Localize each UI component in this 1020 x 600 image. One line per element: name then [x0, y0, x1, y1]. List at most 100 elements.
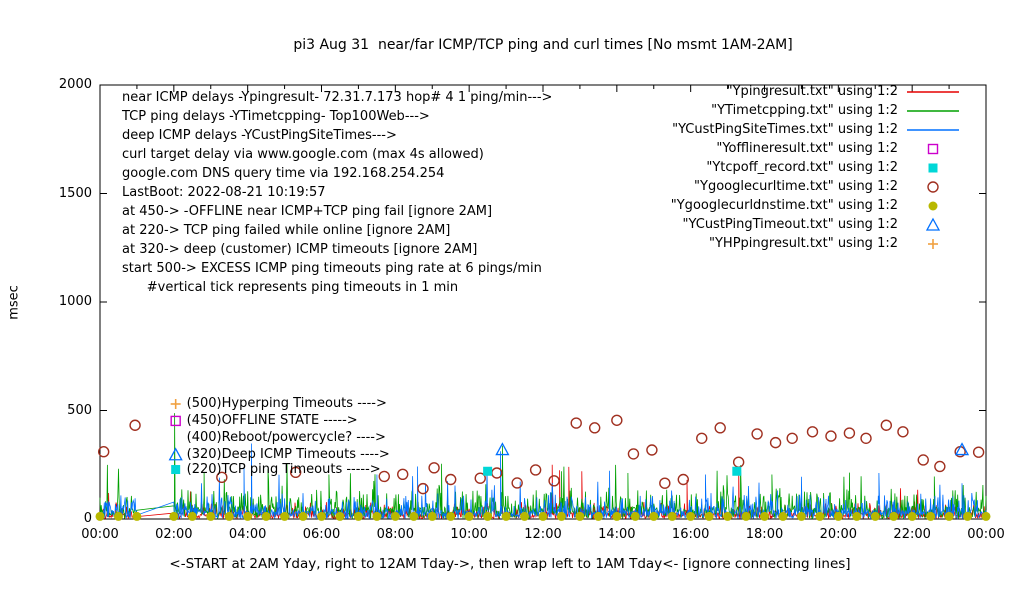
- filled-circle-marker: [169, 511, 179, 521]
- filled-circle-marker: [206, 511, 216, 521]
- open-circle-marker: [570, 417, 582, 429]
- filled-circle-marker: [928, 201, 938, 210]
- open-circle-marker: [548, 475, 560, 487]
- legend-sample-open-square: [904, 140, 962, 158]
- filled-circle-marker: [483, 511, 493, 521]
- legend-item: "Ygooglecurltime.txt" using 1:2: [582, 177, 962, 196]
- open-square-marker: [170, 415, 181, 427]
- filled-circle-marker: [593, 511, 603, 521]
- chart-title: pi3 Aug 31 near/far ICMP/TCP ping and cu…: [293, 37, 793, 53]
- filled-circle-marker: [667, 511, 677, 521]
- filled-circle-marker: [649, 511, 659, 521]
- open-circle-marker: [934, 460, 946, 473]
- open-circle-marker: [751, 428, 763, 440]
- filled-circle-marker: [243, 511, 253, 521]
- annotation-line: curl target delay via www.google.com (ma…: [122, 147, 484, 162]
- filled-circle-marker: [317, 511, 326, 521]
- open-circle-marker: [786, 432, 798, 444]
- open-circle-marker: [216, 471, 228, 484]
- filled-circle-marker: [926, 511, 936, 521]
- annotation-line: google.com DNS query time via 192.168.25…: [122, 166, 445, 181]
- filled-circle-marker: [298, 511, 308, 521]
- open-circle-marker: [714, 422, 726, 434]
- open-circle-marker: [97, 446, 110, 458]
- filled-circle-marker: [409, 511, 419, 521]
- open-triangle-marker: [168, 447, 183, 461]
- filled-circle-marker: [778, 511, 788, 521]
- open-circle-marker: [972, 446, 985, 458]
- legend-sample-line: [904, 121, 962, 139]
- open-circle-marker: [732, 456, 745, 468]
- legend-label: "YHPpingresult.txt" using 1:2: [709, 236, 898, 251]
- filled-circle-marker: [335, 511, 345, 521]
- legend-item: "YCustPingSiteTimes.txt" using 1:2: [582, 120, 962, 139]
- legend-label: "Ygooglecurldnstime.txt" using 1:2: [670, 198, 898, 213]
- open-triangle-marker: [954, 442, 970, 456]
- filled-circle-marker: [833, 511, 843, 521]
- filled-square-marker: [928, 163, 938, 172]
- open-circle-marker: [646, 444, 658, 456]
- filled-square-marker: [732, 466, 742, 476]
- filled-circle-marker: [280, 511, 290, 521]
- filled-circle-marker: [113, 511, 123, 521]
- filled-circle-marker: [353, 511, 363, 521]
- filled-circle-marker: [630, 511, 640, 521]
- annotation-line: start 500-> EXCESS ICMP ping timeouts pi…: [122, 261, 542, 276]
- legend: "Ypingresult.txt" using 1:2 "YTimetcpping…: [582, 82, 962, 253]
- filled-circle-marker: [261, 511, 271, 521]
- filled-circle-marker: [556, 511, 566, 521]
- legend-label: "YTimetcpping.txt" using 1:2: [711, 103, 898, 118]
- filled-circle-marker: [907, 511, 917, 521]
- y-tick-labels: 0 500 1000 1500 2000: [0, 0, 92, 600]
- legend-item: "Ytcpoff_record.txt" using 1:2: [582, 158, 962, 177]
- open-circle-marker: [611, 414, 623, 426]
- open-circle-marker: [511, 477, 523, 489]
- annotation-line: deep ICMP delays -YCustPingSiteTimes--->: [122, 128, 397, 143]
- open-circle-marker: [917, 454, 929, 466]
- open-circle-marker: [696, 432, 708, 444]
- open-circle-marker: [588, 422, 601, 434]
- open-circle-marker: [843, 427, 856, 439]
- filled-circle-marker: [390, 511, 400, 521]
- annotation-line: at 450-> -OFFLINE near ICMP+TCP ping fai…: [122, 204, 493, 219]
- open-circle-marker: [474, 472, 486, 484]
- legend-item: "YHPpingresult.txt" using 1:2: [582, 234, 962, 253]
- legend-item: "Ygooglecurldnstime.txt" using 1:2: [582, 196, 962, 215]
- filled-circle-marker: [741, 511, 751, 521]
- filled-circle-marker: [815, 511, 825, 521]
- y-tick-label: 1500: [58, 185, 92, 201]
- legend-sample-filled-circle: [904, 197, 962, 215]
- legend-label: "Ygooglecurltime.txt" using 1:2: [694, 179, 898, 194]
- legend-item: "Ypingresult.txt" using 1:2: [582, 82, 962, 101]
- x-axis-label: <-START at 2AM Yday, right to 12AM Tday-…: [169, 556, 851, 572]
- legend-label: "YCustPingSiteTimes.txt" using 1:2: [672, 122, 898, 137]
- open-circle-marker: [445, 473, 457, 486]
- legend-sample-open-circle: [904, 178, 962, 196]
- open-circle-marker: [397, 468, 409, 480]
- open-circle-marker: [289, 466, 302, 479]
- open-circle-marker: [428, 462, 440, 474]
- filled-circle-marker: [575, 511, 585, 521]
- annotation-line: at 320-> deep (customer) ICMP timeouts […: [122, 242, 478, 257]
- y-tick-label: 500: [67, 402, 92, 418]
- filled-circle-marker: [187, 511, 197, 521]
- legend-item: "YCustPingTimeout.txt" using 1:2: [582, 215, 962, 234]
- open-circle-marker: [627, 448, 640, 460]
- filled-circle-marker: [95, 511, 105, 521]
- open-circle-marker: [880, 419, 893, 431]
- filled-circle-marker: [446, 511, 456, 521]
- open-circle-marker: [806, 426, 819, 438]
- legend-sample-filled-square: [904, 159, 962, 177]
- open-circle-marker: [129, 419, 141, 431]
- open-circle-marker: [769, 436, 782, 449]
- filled-circle-marker: [889, 511, 899, 521]
- annotation-line: LastBoot: 2022-08-21 10:19:57: [122, 185, 326, 200]
- legend-sample-line: [904, 102, 962, 120]
- filled-circle-marker: [538, 511, 548, 521]
- filled-circle-marker: [870, 511, 880, 521]
- legend-sample-open-triangle: [904, 216, 962, 234]
- open-circle-marker: [927, 180, 939, 193]
- filled-circle-marker: [520, 511, 530, 521]
- filled-circle-marker: [852, 511, 862, 521]
